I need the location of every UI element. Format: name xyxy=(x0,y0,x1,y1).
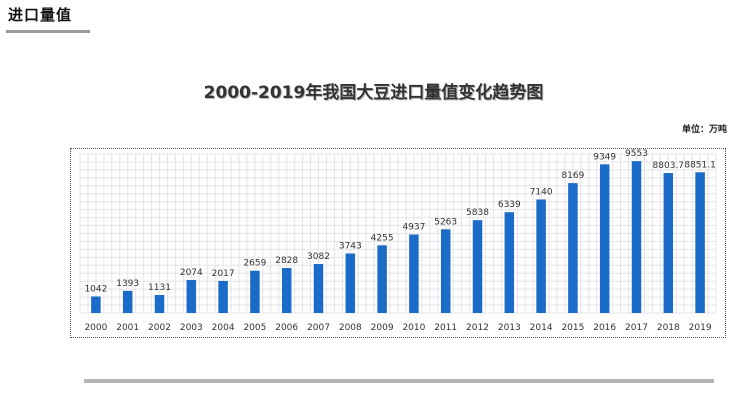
bar-2016 xyxy=(599,164,610,313)
x-tick-label-2005: 2005 xyxy=(243,323,266,333)
bar-2006 xyxy=(281,268,292,313)
value-label-2009: 4255 xyxy=(371,233,394,243)
value-label-2012: 5838 xyxy=(466,208,489,218)
value-label-2010: 4937 xyxy=(402,223,425,233)
value-label-2000: 1042 xyxy=(84,284,107,294)
x-tick-label-2013: 2013 xyxy=(498,323,521,333)
bar-2015 xyxy=(568,183,578,313)
x-tick-label-2007: 2007 xyxy=(307,323,330,333)
bar-2014 xyxy=(536,199,546,313)
value-label-2013: 6339 xyxy=(498,200,521,210)
bar-2007 xyxy=(313,263,324,313)
bar-2013 xyxy=(504,212,515,313)
x-tick-label-2014: 2014 xyxy=(530,323,553,333)
section-title-underline xyxy=(6,30,90,33)
bar-2009 xyxy=(377,245,387,313)
x-tick-label-2019: 2019 xyxy=(689,323,712,333)
bar-2003 xyxy=(186,280,197,313)
bar-2004 xyxy=(218,280,228,313)
x-tick-label-2003: 2003 xyxy=(180,323,203,333)
section-title: 进口量值 xyxy=(8,6,73,24)
x-tick-label-2015: 2015 xyxy=(561,323,584,333)
bar-chart: 1042 2000 1393 2001 1131 2002 2074 2003 2017 2004… xyxy=(79,149,717,333)
chart-frame xyxy=(70,148,726,338)
value-label-2014: 7140 xyxy=(530,187,553,197)
x-tick-label-2016: 2016 xyxy=(593,323,616,333)
x-tick-label-2004: 2004 xyxy=(212,323,235,333)
x-tick-label-2017: 2017 xyxy=(625,323,648,333)
bar-2019 xyxy=(695,172,705,313)
x-tick-label-2002: 2002 xyxy=(148,323,171,333)
x-tick-label-2011: 2011 xyxy=(434,323,457,333)
value-label-2017: 9553 xyxy=(625,149,648,159)
value-label-2015: 8169 xyxy=(561,171,584,181)
bar-2018 xyxy=(663,173,674,313)
x-tick-label-2001: 2001 xyxy=(116,323,139,333)
bar-2008 xyxy=(345,253,356,313)
x-tick-label-2000: 2000 xyxy=(84,323,107,333)
x-tick-label-2018: 2018 xyxy=(657,323,680,333)
bar-2012 xyxy=(472,220,483,313)
x-tick-label-2010: 2010 xyxy=(402,323,425,333)
value-label-2018: 8803.7 xyxy=(653,161,685,171)
bar-2002 xyxy=(154,295,165,313)
value-label-2019: 8851.1 xyxy=(684,160,716,170)
value-label-2011: 5263 xyxy=(434,217,457,227)
value-label-2008: 3743 xyxy=(339,241,362,251)
bar-2005 xyxy=(250,270,260,313)
value-label-2003: 2074 xyxy=(180,268,203,278)
bar-2011 xyxy=(440,229,451,313)
x-tick-label-2012: 2012 xyxy=(466,323,489,333)
value-label-2007: 3082 xyxy=(307,252,330,262)
value-label-2006: 2828 xyxy=(275,256,298,266)
bar-2001 xyxy=(122,290,133,313)
value-label-2005: 2659 xyxy=(243,259,266,269)
value-label-2002: 1131 xyxy=(148,283,171,293)
chart-title: 2000-2019年我国大豆进口量值变化趋势图 xyxy=(203,83,544,103)
x-tick-label-2009: 2009 xyxy=(371,323,394,333)
value-label-2001: 1393 xyxy=(116,279,139,289)
x-tick-label-2008: 2008 xyxy=(339,323,362,333)
unit-label: 单位：万吨 xyxy=(681,125,727,135)
value-label-2004: 2017 xyxy=(212,269,235,279)
bar-2010 xyxy=(409,234,419,313)
bottom-divider xyxy=(84,379,714,383)
bar-2017 xyxy=(631,161,642,313)
x-tick-label-2006: 2006 xyxy=(275,323,298,333)
value-label-2016: 9349 xyxy=(593,152,616,162)
chart-grid xyxy=(79,153,717,314)
bar-2000 xyxy=(91,296,101,313)
